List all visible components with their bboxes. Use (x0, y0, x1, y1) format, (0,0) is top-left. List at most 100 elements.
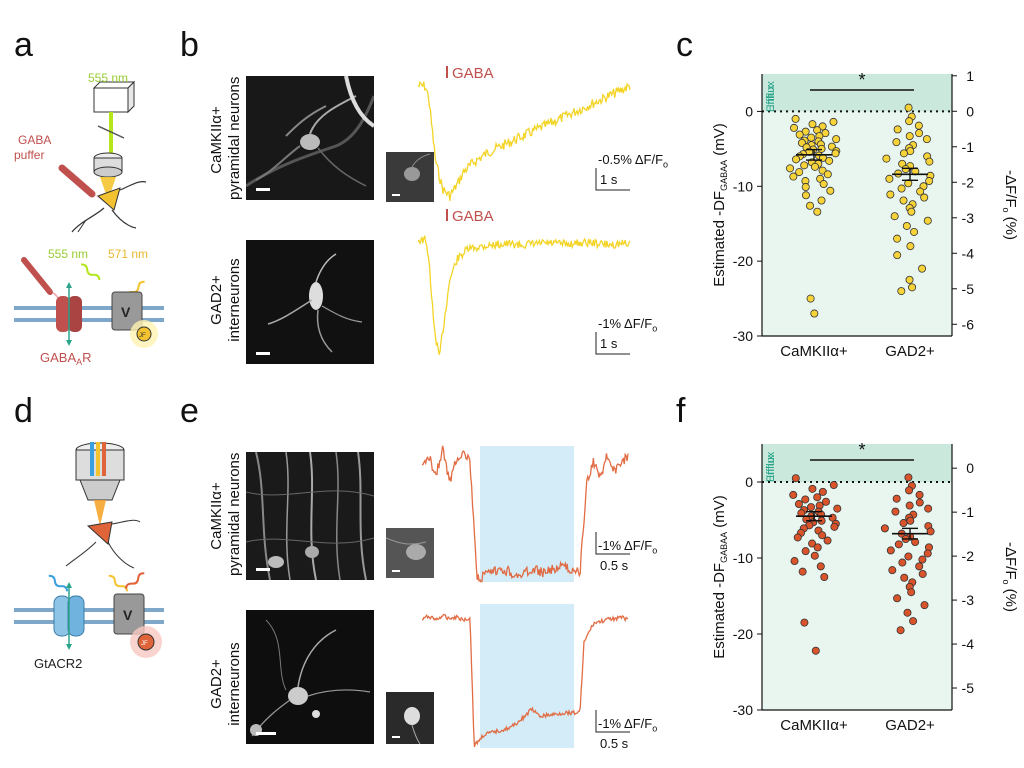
chart-c-point (899, 149, 908, 158)
chart-f-point (905, 486, 914, 495)
chart-c-point (910, 227, 919, 236)
e-row2-trace-point (421, 619, 422, 620)
e-row2-trace-point (442, 615, 443, 616)
chart-c-point (901, 165, 910, 174)
e-row2-trace-point (538, 716, 539, 717)
e-row2-scale-x: 0.5 s (600, 736, 629, 751)
chart-c-point (897, 287, 906, 296)
chart-c-point (920, 193, 929, 202)
chart-c-point (818, 122, 827, 131)
objective-icon (93, 152, 123, 178)
chart-f-point (918, 555, 927, 564)
chart-f-point (920, 601, 929, 610)
e-row2-stim-window (480, 604, 574, 748)
chart-c-ytick-label: -30 (733, 328, 753, 344)
b-row1-trace-point (474, 161, 475, 162)
chart-f-point (903, 608, 912, 617)
chart-f-efflux-label: Efflux (765, 454, 777, 482)
e-row1-trace-point (456, 458, 457, 459)
e-row1-trace-point (586, 482, 587, 483)
e-row2-trace-point (463, 619, 464, 620)
chart-f-category-label: GAD2+ (885, 717, 935, 734)
e-row2-inset (386, 692, 434, 744)
chart-c-point (791, 114, 800, 123)
e-row1-trace-point (435, 475, 436, 476)
membrane-icon (14, 306, 164, 322)
chart-f-ytick-label: -10 (733, 550, 753, 566)
b-row1-label: CaMKIIα+ pyramidal neurons (208, 76, 243, 200)
chart-f-point (813, 543, 822, 552)
chart-c-point (882, 154, 891, 163)
e-row1-micrograph (246, 452, 374, 580)
b-row2-stim-mark (446, 209, 448, 221)
chart-c-point (801, 191, 810, 200)
svg-text:JF: JF (139, 333, 146, 339)
gtacr2-channel-icon (53, 582, 85, 650)
chart-c-ytick-label: -20 (733, 253, 753, 269)
panel-letter-f: f (676, 392, 686, 430)
chart-f-influx-label: Influx (765, 451, 777, 478)
e-row1-trace-point (463, 451, 464, 452)
chart-c-point (831, 149, 840, 158)
chart-f-point (829, 481, 838, 490)
b-row2-trace-point (566, 243, 567, 244)
b-row1-scalebar-lines (595, 168, 630, 191)
chart-c-efflux-bg (762, 74, 952, 112)
b-row2-trace-point (456, 259, 457, 260)
b-row2-micrograph (246, 240, 374, 364)
panel-letter-c: c (676, 26, 693, 64)
chart-c-point (904, 103, 913, 112)
e-row2-trace-point (579, 712, 580, 713)
chart-c-point (792, 155, 801, 164)
e-row2-trace-group (421, 613, 629, 748)
chart-c-point (893, 125, 902, 134)
e-row1-inset-scalebar (392, 570, 400, 572)
b-row2-stim-label: GABA (452, 208, 494, 225)
chart-c-point (893, 234, 902, 243)
chart-f-point (900, 573, 909, 582)
chart-c-point (807, 133, 816, 142)
e-row1-scalebar (256, 568, 270, 571)
e-row1-trace-point (476, 579, 477, 580)
chart-f-point (894, 540, 903, 549)
chart-c-point (897, 184, 906, 193)
chart-f-point (821, 497, 830, 506)
e-row2-trace-point (593, 623, 594, 624)
chart-f-point (904, 473, 913, 482)
chart-c-point (810, 162, 819, 171)
e-row1-trace-point (428, 454, 429, 455)
b-row2-trace-group (417, 234, 631, 355)
b-row1-trace-point (417, 85, 418, 86)
e-row1-trace-point (559, 566, 560, 567)
chart-c-point (795, 130, 804, 139)
chart-c-point (800, 161, 809, 170)
chart-f-point (898, 558, 907, 567)
chart-f-point (791, 474, 800, 483)
e-row1-trace-point (614, 472, 615, 473)
puffer-label-1: GABA (18, 133, 51, 147)
e-row2-trace-point (524, 716, 525, 717)
receptor-label: GABAAR (40, 350, 92, 367)
chart-f-point (801, 547, 810, 556)
e-row1-trace-point (449, 482, 450, 483)
chart-f-y2tick-label: 0 (966, 460, 974, 476)
b-row2-trace-point (629, 243, 630, 244)
chart-c-point (890, 212, 899, 221)
b-row1-trace-point (523, 135, 524, 136)
chart-c-y2tick-label: -5 (962, 281, 975, 297)
neuron-icon-d (65, 519, 141, 569)
chart-c-point (832, 135, 841, 144)
b-row2-trace-point (449, 279, 450, 280)
b-row1-trace-point (435, 161, 436, 162)
b-row1-trace-line (417, 80, 631, 201)
b-row1-scale-x: 1 s (600, 172, 618, 187)
e-row1-trace-point (600, 475, 601, 476)
e-row2-trace-point (428, 615, 429, 616)
chart-c-point (810, 309, 819, 318)
chart-f-point (926, 527, 935, 536)
chart-c-influx-bg (762, 111, 952, 336)
b-row1-trace-point (559, 118, 560, 119)
e-row1-trace-point (531, 569, 532, 570)
b-row1-inset (386, 152, 434, 202)
b-row2-trace-point (433, 326, 434, 327)
